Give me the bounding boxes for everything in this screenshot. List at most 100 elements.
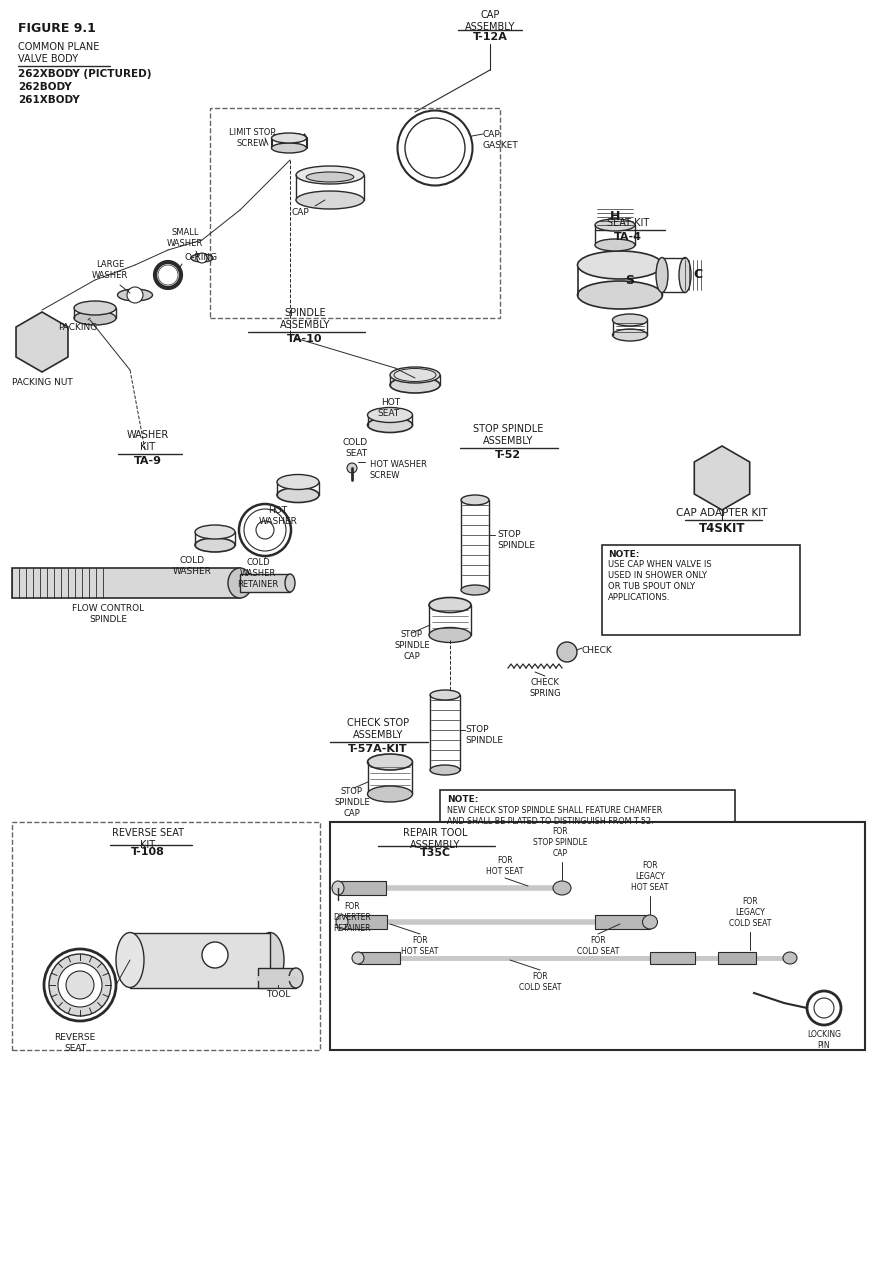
Ellipse shape	[389, 378, 439, 393]
Text: 262BODY: 262BODY	[18, 82, 72, 92]
Ellipse shape	[296, 166, 364, 184]
Ellipse shape	[460, 585, 488, 595]
Text: HOT WASHER
SCREW: HOT WASHER SCREW	[369, 460, 426, 480]
Ellipse shape	[553, 881, 570, 895]
Text: NOTE:: NOTE:	[607, 550, 638, 559]
Text: H: H	[610, 210, 619, 223]
Circle shape	[127, 287, 143, 303]
Ellipse shape	[276, 475, 318, 489]
Circle shape	[34, 334, 50, 349]
Text: VALVE BODY: VALVE BODY	[18, 54, 78, 64]
Text: TOOL: TOOL	[266, 989, 290, 998]
Polygon shape	[16, 312, 68, 372]
Text: COLD
WASHER: COLD WASHER	[173, 556, 211, 576]
Ellipse shape	[271, 143, 306, 154]
Text: REVERSE SEAT
KIT: REVERSE SEAT KIT	[112, 828, 184, 850]
Text: CHECK STOP
ASSEMBLY: CHECK STOP ASSEMBLY	[346, 718, 409, 740]
Ellipse shape	[642, 915, 657, 929]
Polygon shape	[694, 445, 749, 509]
Text: S: S	[624, 274, 634, 287]
Bar	[258, 968, 296, 988]
Ellipse shape	[158, 265, 178, 285]
Text: HOT
SEAT: HOT SEAT	[377, 398, 400, 419]
Ellipse shape	[285, 573, 295, 591]
Text: STOP
SPINDLE
CAP: STOP SPINDLE CAP	[334, 787, 369, 818]
Circle shape	[556, 643, 576, 662]
Ellipse shape	[367, 407, 412, 422]
Text: PACKING: PACKING	[58, 323, 97, 332]
Text: TA-4: TA-4	[613, 232, 641, 242]
Bar	[595, 915, 649, 929]
Bar	[239, 573, 289, 591]
Circle shape	[28, 328, 56, 356]
Text: FOR
COLD SEAT: FOR COLD SEAT	[518, 972, 560, 992]
Ellipse shape	[271, 133, 306, 143]
Bar	[717, 952, 755, 964]
Ellipse shape	[389, 367, 439, 383]
Bar	[439, 790, 734, 842]
Text: CAP
GASKET: CAP GASKET	[482, 131, 518, 150]
Text: LARGE
WASHER: LARGE WASHER	[92, 260, 128, 280]
Text: CHECK
SPRING: CHECK SPRING	[529, 678, 560, 698]
Ellipse shape	[367, 754, 412, 771]
Circle shape	[202, 942, 228, 968]
Bar	[210, 108, 499, 317]
Ellipse shape	[782, 952, 796, 964]
Text: LIMIT STOP
SCREW: LIMIT STOP SCREW	[229, 128, 275, 148]
Text: C: C	[693, 269, 702, 282]
Ellipse shape	[429, 627, 470, 643]
Text: CAP: CAP	[291, 207, 309, 218]
Text: STOP
SPINDLE: STOP SPINDLE	[465, 724, 503, 745]
Ellipse shape	[256, 933, 283, 987]
Text: TA-9: TA-9	[134, 456, 162, 466]
Text: NOTE:: NOTE:	[446, 795, 478, 804]
Text: T4SKIT: T4SKIT	[698, 522, 745, 535]
Text: REPAIR TOOL
ASSEMBLY: REPAIR TOOL ASSEMBLY	[403, 828, 467, 850]
Ellipse shape	[195, 538, 235, 552]
Text: STOP
SPINDLE
CAP: STOP SPINDLE CAP	[394, 630, 430, 662]
Ellipse shape	[352, 952, 364, 964]
Ellipse shape	[595, 219, 634, 230]
Ellipse shape	[332, 881, 344, 895]
Text: STOP SPINDLE
ASSEMBLY: STOP SPINDLE ASSEMBLY	[473, 424, 543, 445]
Text: TA-10: TA-10	[287, 334, 323, 344]
Text: FOR
HOT SEAT: FOR HOT SEAT	[401, 936, 438, 956]
Ellipse shape	[74, 301, 116, 315]
Text: FOR
LEGACY
HOT SEAT: FOR LEGACY HOT SEAT	[631, 860, 668, 892]
Text: CAP
ASSEMBLY: CAP ASSEMBLY	[464, 10, 515, 32]
Ellipse shape	[460, 495, 488, 506]
Text: CHECK: CHECK	[581, 646, 612, 655]
Text: WASHER
KIT: WASHER KIT	[127, 430, 169, 452]
Ellipse shape	[404, 118, 465, 178]
Text: T-12A: T-12A	[472, 32, 507, 42]
Text: O-RING: O-RING	[185, 253, 217, 262]
Text: STOP
SPINDLE: STOP SPINDLE	[496, 530, 534, 550]
Text: HOT
WASHER: HOT WASHER	[258, 506, 297, 526]
Text: 261XBODY: 261XBODY	[18, 95, 80, 105]
Bar	[342, 915, 387, 929]
Ellipse shape	[116, 933, 144, 987]
Circle shape	[711, 468, 731, 488]
Ellipse shape	[191, 253, 213, 262]
Text: SEAT KIT: SEAT KIT	[606, 218, 648, 228]
Bar	[649, 952, 695, 964]
Ellipse shape	[228, 568, 252, 598]
Circle shape	[196, 253, 207, 262]
Bar	[358, 952, 400, 964]
Text: COLD
WASHER
RETAINER: COLD WASHER RETAINER	[237, 558, 278, 589]
Text: FIGURE 9.1: FIGURE 9.1	[18, 22, 96, 35]
Ellipse shape	[195, 525, 235, 539]
Text: SPINDLE
ASSEMBLY: SPINDLE ASSEMBLY	[280, 307, 330, 330]
Ellipse shape	[367, 417, 412, 433]
Circle shape	[706, 463, 736, 493]
Text: 262XBODY (PICTURED): 262XBODY (PICTURED)	[18, 69, 152, 79]
Ellipse shape	[336, 915, 347, 929]
Bar	[12, 822, 319, 1050]
Text: FOR
COLD SEAT: FOR COLD SEAT	[576, 936, 618, 956]
Circle shape	[66, 972, 94, 998]
Ellipse shape	[612, 329, 646, 340]
Text: USE CAP WHEN VALVE IS
USED IN SHOWER ONLY
OR TUB SPOUT ONLY
APPLICATIONS.: USE CAP WHEN VALVE IS USED IN SHOWER ONL…	[607, 561, 711, 603]
Ellipse shape	[74, 311, 116, 325]
Ellipse shape	[595, 239, 634, 251]
Ellipse shape	[429, 598, 470, 613]
